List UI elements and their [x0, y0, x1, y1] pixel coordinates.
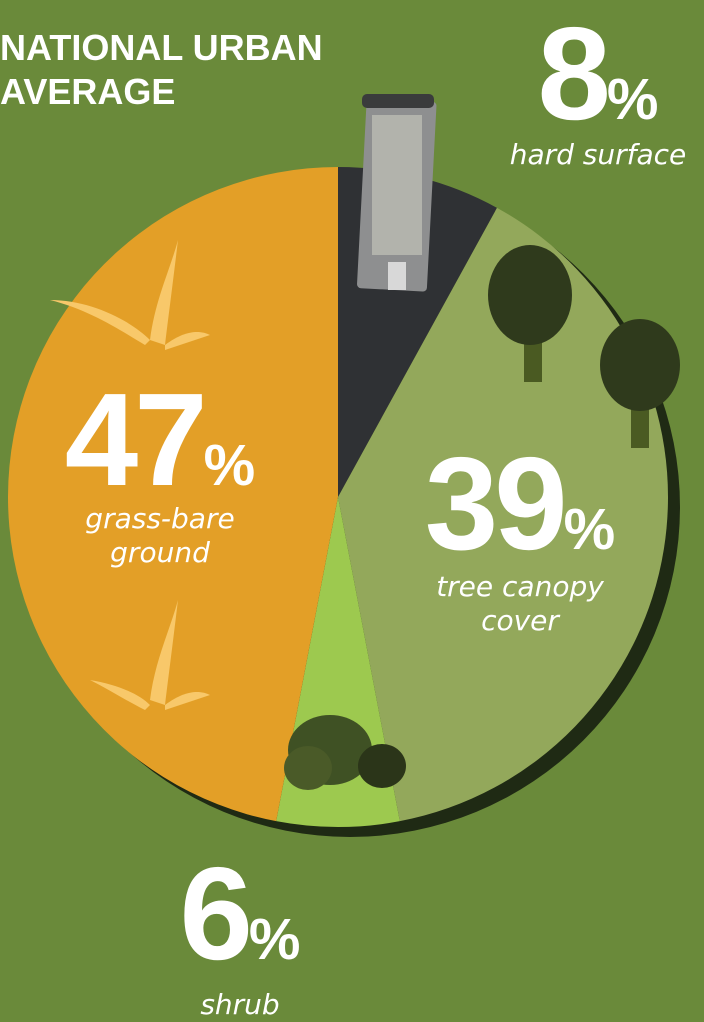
category-label: tree canopy cover — [436, 570, 604, 637]
value-label: 8% — [448, 8, 704, 140]
value-unit: % — [606, 67, 659, 132]
value-number: 8% — [537, 0, 659, 147]
value-number: 6% — [179, 840, 301, 987]
pie-slice — [338, 207, 668, 822]
building-icon — [357, 94, 437, 292]
shrub-icon — [284, 715, 406, 790]
grass-tuft — [50, 240, 210, 710]
value-number: 39% — [424, 430, 616, 577]
pie-slice — [8, 167, 338, 822]
category-label: grass-bare ground — [85, 502, 235, 569]
value-unit: % — [248, 907, 301, 972]
value-number: 47% — [64, 366, 256, 513]
chart-title: NATIONAL URBAN AVERAGE — [0, 27, 323, 112]
tree-icon — [488, 245, 680, 448]
value-label: 39% — [370, 438, 670, 570]
category-label: shrub — [200, 988, 280, 1021]
category-label: hard surface — [509, 138, 687, 171]
value-label: 47% — [10, 374, 310, 506]
value-label: 6% — [90, 848, 390, 980]
value-unit: % — [563, 497, 616, 562]
decorations — [50, 94, 680, 790]
value-unit: % — [203, 433, 256, 498]
